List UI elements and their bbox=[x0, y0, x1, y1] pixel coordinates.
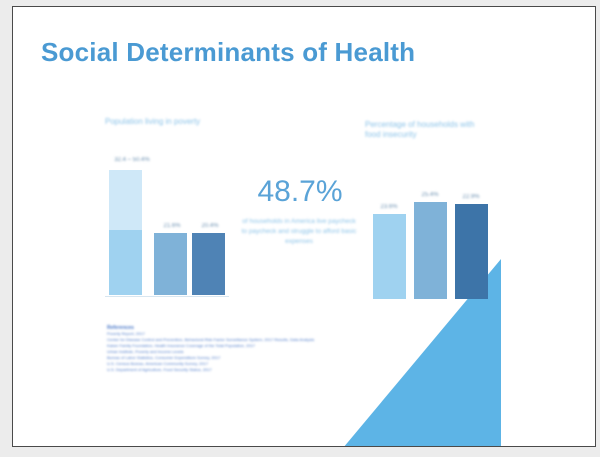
left-chart-title: Population living in poverty bbox=[105, 117, 201, 126]
right-bar-3 bbox=[455, 204, 488, 299]
left-axis bbox=[105, 296, 229, 297]
source-line: U.S. Census Bureau, American Community S… bbox=[107, 361, 209, 366]
left-bar-3-label: 20.4% bbox=[201, 223, 219, 229]
source-line: Poverty Report, 2017 bbox=[107, 331, 145, 336]
right-chart-title: Percentage of households with food insec… bbox=[365, 120, 475, 139]
right-bar-1-label: 23.6% bbox=[380, 204, 398, 210]
left-bar-3 bbox=[192, 233, 225, 295]
left-bar-2-label: 21.6% bbox=[163, 223, 181, 229]
right-bar-3-label: 22.9% bbox=[462, 194, 480, 200]
accent-triangle bbox=[344, 259, 501, 446]
right-bar-2 bbox=[414, 202, 447, 299]
sources: References Poverty Report, 2017 Center f… bbox=[107, 325, 347, 373]
left-bar-1-upper bbox=[109, 170, 142, 230]
slide-title: Social Determinants of Health bbox=[41, 37, 416, 67]
right-bar-2-label: 25.4% bbox=[421, 192, 439, 198]
source-line: Kaiser Family Foundation, Health Insuran… bbox=[107, 343, 256, 348]
slide: Social Determinants of Health Population… bbox=[12, 6, 596, 447]
source-line: Bureau of Labor Statistics, Consumer Exp… bbox=[107, 355, 221, 360]
stat-text: of households in America live paycheck t… bbox=[241, 218, 357, 245]
source-line: Urban Institute, Poverty and Income Leve… bbox=[107, 349, 184, 354]
left-bar-2 bbox=[154, 233, 187, 295]
source-line: Center for Disease Control and Preventio… bbox=[107, 337, 315, 342]
stat-value: 48.7% bbox=[257, 175, 343, 208]
right-bar-1 bbox=[373, 214, 406, 299]
source-line: U.S. Department of Agriculture, Food Sec… bbox=[107, 367, 212, 372]
sources-heading: References bbox=[107, 325, 134, 331]
left-bar-1-lower bbox=[109, 230, 142, 295]
left-stack-label: 32.4 – 50.4% bbox=[114, 157, 150, 163]
